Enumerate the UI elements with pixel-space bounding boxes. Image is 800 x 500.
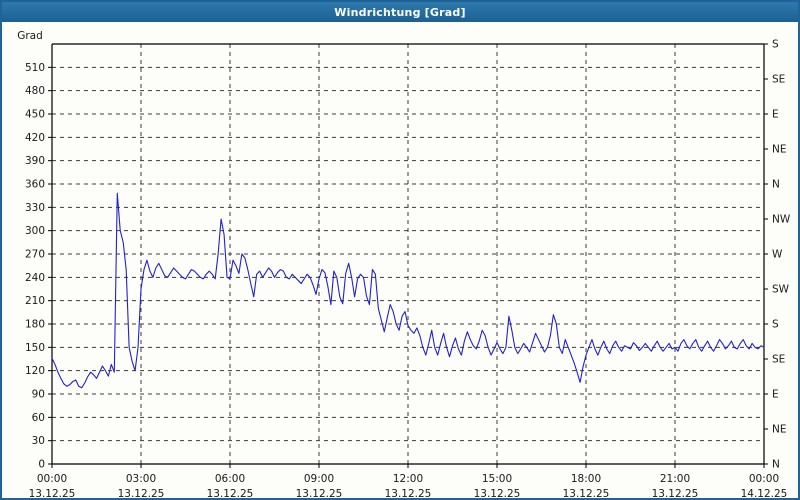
y-tick-label: 240: [25, 272, 45, 284]
right-tick-label: N: [772, 459, 780, 471]
right-tick-label: NW: [772, 214, 791, 226]
right-tick-label: NE: [772, 424, 787, 436]
y-tick-label: 120: [25, 365, 45, 377]
window-title-bar: Windrichtung [Grad]: [2, 2, 798, 22]
chart-background: [2, 24, 798, 498]
y-tick-label: 0: [38, 459, 45, 471]
y-tick-label: 270: [25, 249, 45, 261]
x-tick-label-date: 13.12.25: [385, 488, 432, 498]
y-tick-label: 450: [25, 109, 45, 121]
y-tick-label: 330: [25, 202, 45, 214]
x-tick-label-date: 13.12.25: [29, 488, 76, 498]
right-tick-label: SW: [772, 284, 790, 296]
x-tick-label-time: 12:00: [393, 473, 423, 485]
y-tick-label: 90: [32, 389, 45, 401]
x-tick-label-time: 09:00: [304, 473, 334, 485]
right-tick-label: E: [772, 389, 779, 401]
y-tick-label: 480: [25, 85, 45, 97]
right-tick-label: NE: [772, 144, 787, 156]
page-title: Windrichtung [Grad]: [334, 5, 466, 19]
y-tick-label: 210: [25, 295, 45, 307]
x-tick-label-time: 06:00: [215, 473, 245, 485]
y-tick-label: 390: [25, 155, 45, 167]
x-tick-label-date: 13.12.25: [207, 488, 254, 498]
y-tick-label: 300: [25, 225, 45, 237]
x-tick-label-time: 00:00: [749, 473, 779, 485]
x-tick-label-time: 15:00: [482, 473, 512, 485]
right-tick-label: W: [772, 249, 783, 261]
grid-lines: [52, 44, 764, 464]
y-tick-label: 60: [32, 412, 45, 424]
y-axis-unit-label: Grad: [17, 30, 43, 42]
right-axis-compass: N NE E SE S SW W NW N NE E SE S: [763, 39, 791, 471]
right-tick-label: SE: [772, 354, 785, 366]
x-tick-label-date: 13.12.25: [118, 488, 165, 498]
wind-direction-series: [51, 192, 765, 389]
y-tick-label: 30: [32, 435, 45, 447]
right-tick-label: N: [772, 179, 780, 191]
x-tick-label-date: 13.12.25: [296, 488, 343, 498]
y-tick-label: 150: [25, 342, 45, 354]
wind-direction-line-chart[interactable]: 0 30 60 90 120 150 180 210 240 270 300 330 360 390 420…: [2, 24, 798, 498]
x-axis: 00:00 13.12.25 03:00 13.12.25 06:00 13.12.25 0…: [29, 463, 788, 498]
x-tick-label-time: 21:00: [660, 473, 690, 485]
x-tick-label-time: 18:00: [571, 473, 601, 485]
y-axis: 0 30 60 90 120 150 180 210 240 270 300 330 360 390 420…: [17, 30, 764, 471]
y-tick-label: 420: [25, 132, 45, 144]
right-tick-label: E: [772, 109, 779, 121]
x-tick-label-time: 00:00: [37, 473, 67, 485]
y-tick-label: 510: [25, 62, 45, 74]
y-tick-label: 180: [25, 319, 45, 331]
x-tick-label-date: 13.12.25: [563, 488, 610, 498]
x-tick-label-date: 13.12.25: [474, 488, 521, 498]
x-tick-label-time: 03:00: [126, 473, 156, 485]
x-tick-label-date: 14.12.25: [741, 488, 788, 498]
series-line: [51, 192, 765, 389]
right-tick-label: SE: [772, 74, 785, 86]
y-tick-label: 360: [25, 179, 45, 191]
right-tick-label: S: [772, 319, 779, 331]
right-tick-label: S: [772, 39, 779, 51]
chart-plot-area[interactable]: 0 30 60 90 120 150 180 210 240 270 300 330 360 390 420…: [2, 24, 798, 498]
x-tick-label-date: 13.12.25: [652, 488, 699, 498]
